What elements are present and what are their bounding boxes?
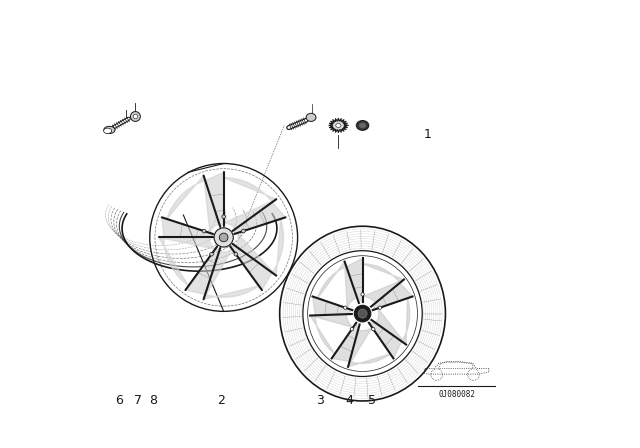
Polygon shape [159,217,215,286]
Polygon shape [224,177,285,234]
Polygon shape [332,323,390,367]
Circle shape [202,229,206,233]
Polygon shape [329,118,348,133]
Text: 1: 1 [424,128,431,141]
Text: 7: 7 [134,394,141,408]
Text: 8: 8 [149,394,157,408]
Ellipse shape [336,124,341,127]
Circle shape [358,309,367,318]
Ellipse shape [356,121,369,130]
Ellipse shape [104,126,115,134]
Ellipse shape [306,113,316,121]
Circle shape [372,327,375,331]
Text: 3: 3 [316,394,324,408]
Circle shape [361,293,364,296]
Circle shape [241,229,245,233]
Ellipse shape [104,128,112,134]
Polygon shape [230,219,284,290]
Polygon shape [186,246,259,299]
Polygon shape [310,297,353,354]
Circle shape [234,252,237,256]
Circle shape [133,114,138,119]
Ellipse shape [359,123,366,128]
Polygon shape [369,298,410,358]
Circle shape [378,306,381,309]
Circle shape [214,228,234,247]
Text: 2: 2 [218,394,225,408]
Circle shape [344,306,347,309]
Text: 4: 4 [345,394,353,408]
Circle shape [220,233,228,242]
Circle shape [210,252,213,256]
Polygon shape [362,264,413,310]
Text: 0J080082: 0J080082 [438,390,475,399]
Circle shape [222,215,225,219]
Text: 5: 5 [367,394,376,408]
Polygon shape [317,258,362,308]
Text: 6: 6 [115,394,124,408]
Polygon shape [167,172,224,233]
Circle shape [350,327,353,331]
Circle shape [355,306,371,322]
Circle shape [131,112,140,121]
